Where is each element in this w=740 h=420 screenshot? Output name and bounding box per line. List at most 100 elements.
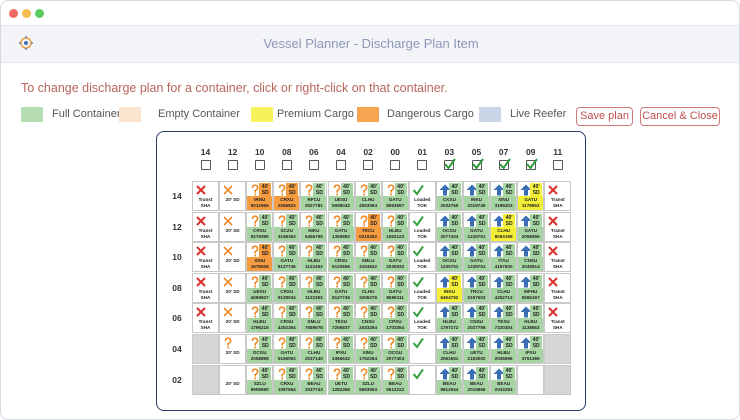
container-cell[interactable]: Loaded TOK — [408, 303, 436, 334]
container-cell[interactable]: 40' SD CLHU 4003064 — [354, 181, 382, 211]
cancel-button[interactable]: Cancel & Close — [640, 107, 720, 126]
container-cell[interactable]: 40' SD HLBU 1796218 — [246, 303, 274, 334]
container-cell[interactable]: 40' SD TRCU 0197603 — [463, 272, 490, 303]
container-cell[interactable]: 20' SD — [219, 211, 247, 242]
container-cell[interactable]: 40' SD IPXU 3761366 — [517, 334, 545, 364]
container-cell[interactable]: 40' SD IPXU 3366632 — [327, 334, 355, 364]
container-cell[interactable]: 40' SD CRSU 4252354 — [273, 303, 301, 334]
container-cell[interactable]: 40' SD CRXU 2056923 — [273, 181, 301, 211]
container-cell[interactable]: 40' SD SMLU 3104842 — [354, 242, 382, 273]
container-cell[interactable]: 40' SD CLHU 3206276 — [354, 272, 382, 303]
container-cell[interactable]: Transt SHA — [544, 242, 572, 273]
container-cell[interactable]: 40' SD GATU 1178953 — [517, 181, 545, 211]
container-cell[interactable]: 40' SD UESU 5098042 — [327, 181, 355, 211]
container-cell[interactable]: 40' SD IRNU 9012965 — [246, 181, 274, 211]
container-cell[interactable] — [408, 364, 436, 395]
container-cell[interactable]: Loaded TOK — [408, 272, 436, 303]
container-cell[interactable]: 40' SD CNSU 2027798 — [463, 303, 490, 334]
column-checkbox[interactable] — [200, 160, 211, 170]
container-cell[interactable]: 20' SD — [219, 303, 247, 334]
column-checkbox[interactable] — [471, 158, 484, 170]
container-cell[interactable]: 40' SD MFHU 5565167 — [517, 272, 545, 303]
container-cell[interactable]: 40' SD HLBU 2036696 — [490, 334, 518, 364]
container-cell[interactable]: Transt SHA — [192, 211, 219, 242]
container-cell[interactable] — [517, 364, 545, 395]
container-cell[interactable]: 40' SD XINU 1792264 — [354, 334, 382, 364]
container-cell[interactable]: 40' SD SCZU 3198363 — [273, 211, 301, 242]
column-checkbox[interactable] — [498, 158, 511, 170]
container-cell[interactable]: 40' SD HLBU 1122353 — [300, 272, 328, 303]
container-cell[interactable]: 40' SD RFCU 2027781 — [300, 181, 328, 211]
container-cell[interactable]: 40' SD CRXU 9128034 — [273, 272, 301, 303]
container-cell[interactable]: 40' SD BEAU 9812944 — [435, 364, 463, 395]
column-checkbox[interactable] — [281, 160, 292, 170]
column-checkbox[interactable] — [390, 160, 401, 170]
container-cell[interactable]: 40' SD OCGU 2077404 — [435, 211, 463, 242]
container-cell[interactable]: 40' SD CRXU 1087654 — [273, 364, 301, 395]
column-checkbox[interactable] — [363, 160, 374, 170]
container-cell[interactable]: 40' SD BEAU 2015866 — [463, 364, 490, 395]
container-cell[interactable]: Transt SHA — [192, 303, 219, 334]
container-cell[interactable]: 20' SD — [219, 272, 247, 303]
container-cell[interactable]: 40' SD SZLU 9693653 — [354, 364, 382, 395]
container-cell[interactable]: 40' SD GATU 2030932 — [381, 242, 409, 273]
container-cell[interactable]: 40' SD GATU 1355892 — [327, 211, 355, 242]
container-cell[interactable]: 40' SD HLBU 1138653 — [517, 303, 545, 334]
container-cell[interactable]: Transt SHA — [192, 272, 219, 303]
container-cell[interactable]: Loaded TOK — [408, 211, 436, 242]
container-cell[interactable]: Transt SHA — [192, 242, 219, 273]
container-cell[interactable]: 40' SD GATU 5166093 — [273, 334, 301, 364]
container-cell[interactable]: 40' SD GATU 1235751 — [463, 211, 490, 242]
container-cell[interactable]: Transt SHA — [544, 272, 572, 303]
container-cell[interactable]: 20' SD — [219, 181, 247, 211]
container-cell[interactable]: 40' SD TEXU 7256837 — [327, 303, 355, 334]
column-checkbox[interactable] — [254, 160, 265, 170]
container-cell[interactable]: 40' SD HLBU 1122353 — [300, 242, 328, 273]
container-cell[interactable]: 40' SD UESU 4069927 — [246, 272, 274, 303]
container-cell[interactable]: 40' SD GATU 8127746 — [327, 272, 355, 303]
container-cell[interactable]: 40' SD CLHU 2061551 — [435, 334, 463, 364]
column-checkbox[interactable] — [227, 160, 238, 170]
container-cell[interactable]: 40' SD OCGU 1235751 — [435, 242, 463, 273]
container-cell[interactable]: 40' SD CNSU 2045814 — [517, 242, 545, 273]
column-checkbox[interactable] — [308, 160, 319, 170]
container-cell[interactable] — [408, 334, 436, 364]
column-checkbox[interactable] — [552, 160, 563, 170]
container-cell[interactable]: 40' SD CRSU 9279395 — [246, 211, 274, 242]
container-cell[interactable]: 40' SD INKU 2019745 — [463, 181, 490, 211]
container-cell[interactable]: 40' SD GATU 1235751 — [463, 242, 490, 273]
column-checkbox[interactable] — [417, 160, 428, 170]
container-cell[interactable]: 40' SD GATU 8696111 — [381, 272, 409, 303]
container-cell[interactable]: 20' SD — [219, 334, 247, 364]
container-cell[interactable]: 40' SD CKXU 2032760 — [435, 181, 463, 211]
container-cell[interactable]: 40' SD SMLU 7689978 — [300, 303, 328, 334]
column-checkbox[interactable] — [336, 160, 346, 170]
container-cell[interactable]: 40' SD INKU 6464792 — [435, 272, 463, 303]
container-cell[interactable]: 40' SD TEXU 7220304 — [490, 303, 518, 334]
container-cell[interactable]: Transt SHA — [192, 181, 219, 211]
container-cell[interactable]: 40' SD HLBU 1552123 — [381, 211, 409, 242]
container-cell[interactable]: 40' SD XINU 1675508 — [246, 242, 274, 273]
container-cell[interactable]: Transt SHA — [544, 211, 572, 242]
container-cell[interactable]: 40' SD CNSU 2033264 — [354, 303, 382, 334]
container-cell[interactable]: 40' SD SZLU 9909690 — [246, 364, 274, 395]
container-cell[interactable]: 40' SD CLHU 2037140 — [300, 334, 328, 364]
column-checkbox[interactable] — [444, 158, 457, 170]
container-cell[interactable]: 40' SD HLBU 1797172 — [435, 303, 463, 334]
container-cell[interactable]: 40' SD GATU 8127746 — [273, 242, 301, 273]
container-cell[interactable]: 40' SD UETU 2153002 — [463, 334, 490, 364]
container-cell[interactable]: Transt SHA — [544, 303, 572, 334]
container-cell[interactable]: 40' SD XINU 3199203 — [490, 181, 518, 211]
container-cell[interactable]: 40' SD GATU 8593657 — [381, 181, 409, 211]
container-cell[interactable]: 40' SD GATU 2056856 — [517, 211, 545, 242]
container-cell[interactable]: 40' SD BEAU 2037743 — [300, 364, 328, 395]
container-cell[interactable]: Transt SHA — [544, 181, 572, 211]
container-cell[interactable]: 20' SD — [219, 242, 247, 273]
container-cell[interactable]: 40' SD ITAU 4197830 — [490, 242, 518, 273]
container-cell[interactable]: Loaded TOK — [408, 242, 436, 273]
container-cell[interactable]: 40' SD TRCU 0219282 — [354, 211, 382, 242]
container-cell[interactable]: 40' SD CLHU 8093199 — [490, 211, 518, 242]
container-cell[interactable]: Loaded TOK — [408, 181, 436, 211]
close-dot[interactable] — [9, 9, 18, 18]
maximize-dot[interactable] — [35, 9, 44, 18]
